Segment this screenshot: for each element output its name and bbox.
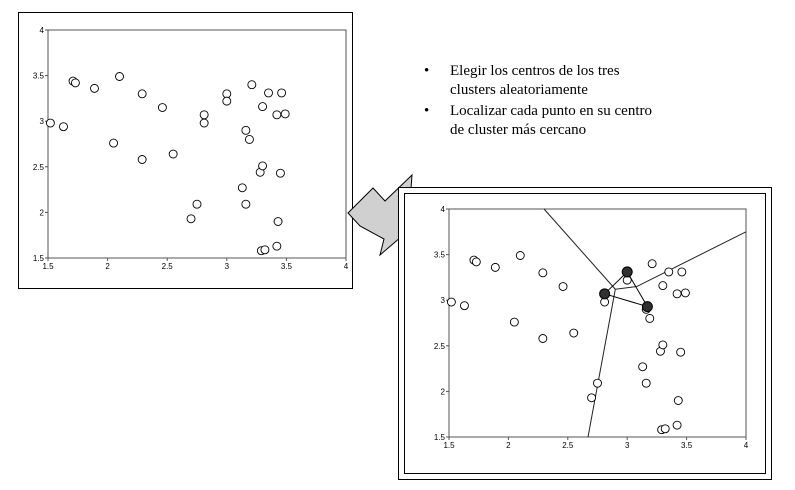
scatter-chart-initial: 1.5 2 2.5 3 3.5 4 1.5 2 2.5 3 3.5 4 xyxy=(33,26,349,271)
data-point xyxy=(260,245,270,255)
y-tick-label: 3.5 xyxy=(434,251,446,260)
data-point xyxy=(569,328,579,338)
x-tick-label: 2.5 xyxy=(562,441,574,450)
bullet-item-1: • Elegir los centros de los tres cluster… xyxy=(424,62,754,100)
x-tick-label: 3 xyxy=(225,262,230,271)
y-tick-label: 3 xyxy=(441,296,446,305)
y-tick-label: 1.5 xyxy=(33,254,45,263)
bullet-text-2: Localizar cada punto en su centro de clu… xyxy=(450,103,652,138)
data-point xyxy=(272,241,282,251)
x-tick-label: 3 xyxy=(625,441,630,450)
data-point xyxy=(672,420,682,430)
cluster-boundary-line xyxy=(615,286,637,290)
data-point xyxy=(157,103,167,112)
data-point xyxy=(264,88,273,98)
data-point xyxy=(459,301,469,311)
y-tick-label: 2.5 xyxy=(33,163,45,172)
cluster-boundary-line xyxy=(587,289,616,438)
y-tick-label: 3 xyxy=(40,117,45,126)
data-point xyxy=(137,89,147,99)
data-point xyxy=(222,96,232,106)
data-point xyxy=(672,289,682,299)
data-point xyxy=(45,118,55,128)
data-point xyxy=(538,268,548,278)
y-tick-label: 2 xyxy=(441,387,446,396)
cluster-center xyxy=(641,301,653,313)
data-point xyxy=(168,149,178,159)
data-point xyxy=(490,262,500,272)
data-point xyxy=(186,214,196,224)
data-point xyxy=(647,259,657,269)
plot-area xyxy=(47,29,347,259)
chart-clustered-frame: 1.5 2 2.5 3 3.5 4 1.5 2 2.5 3 3.5 4 xyxy=(404,193,766,474)
bullet-symbol: • xyxy=(424,103,430,119)
data-point xyxy=(558,282,568,291)
cluster-boundary-line xyxy=(636,231,747,287)
data-point xyxy=(280,109,290,119)
data-point xyxy=(471,257,481,267)
data-point xyxy=(641,378,651,388)
x-tick-label: 2.5 xyxy=(162,262,174,271)
center-triangle xyxy=(603,271,649,308)
y-tick-label: 2.5 xyxy=(434,342,446,351)
x-tick-label: 2 xyxy=(506,441,511,450)
data-point xyxy=(593,378,602,388)
data-point xyxy=(277,88,287,98)
bullet-symbol: • xyxy=(424,63,430,79)
data-point xyxy=(676,347,686,357)
data-point xyxy=(509,317,519,327)
y-tick-label: 4 xyxy=(40,26,45,35)
data-point xyxy=(275,168,285,178)
data-point xyxy=(109,138,119,148)
data-point xyxy=(538,334,548,343)
y-tick-label: 2 xyxy=(40,208,45,217)
data-point xyxy=(244,134,254,144)
data-point xyxy=(247,80,257,90)
bullet-text-1: Elegir los centros de los tres clusters … xyxy=(450,63,620,98)
data-point xyxy=(241,125,251,135)
data-point xyxy=(70,78,80,88)
x-tick-label: 3.5 xyxy=(281,262,293,271)
data-point xyxy=(90,83,99,93)
y-tick-label: 4 xyxy=(441,205,446,214)
data-point xyxy=(645,313,655,323)
data-point xyxy=(587,393,597,403)
cluster-center xyxy=(621,266,633,278)
data-point xyxy=(115,72,124,81)
x-tick-label: 3.5 xyxy=(681,441,693,450)
data-point xyxy=(673,396,683,405)
data-point xyxy=(237,183,247,193)
data-point xyxy=(273,217,283,226)
data-point xyxy=(658,340,668,350)
cluster-boundary-line xyxy=(543,208,616,290)
data-point xyxy=(658,281,668,291)
data-point xyxy=(660,424,670,434)
data-point xyxy=(241,199,251,209)
data-point xyxy=(258,102,268,112)
y-tick-label: 3.5 xyxy=(33,72,45,81)
data-point xyxy=(199,118,209,128)
data-point xyxy=(192,199,202,209)
data-point xyxy=(446,297,456,307)
y-tick-label: 1.5 xyxy=(434,433,446,442)
data-point xyxy=(515,251,525,260)
data-point xyxy=(59,122,68,132)
data-point xyxy=(677,267,687,277)
bullet-item-2: • Localizar cada punto en su centro de c… xyxy=(424,102,754,140)
x-tick-label: 4 xyxy=(744,441,749,450)
x-tick-label: 2 xyxy=(105,262,110,271)
x-tick-label: 1.5 xyxy=(42,262,54,271)
chart-initial-frame: 1.5 2 2.5 3 3.5 4 1.5 2 2.5 3 3.5 4 xyxy=(18,12,353,289)
data-point xyxy=(137,155,147,164)
plot-area xyxy=(448,208,747,438)
x-tick-label: 1.5 xyxy=(443,441,455,450)
bullet-list: • Elegir los centros de los tres cluster… xyxy=(424,62,754,142)
data-point xyxy=(664,267,674,277)
data-point xyxy=(258,161,268,171)
data-point xyxy=(680,288,690,298)
data-point xyxy=(638,362,648,372)
x-tick-label: 4 xyxy=(344,262,349,271)
scatter-chart-clustered: 1.5 2 2.5 3 3.5 4 1.5 2 2.5 3 3.5 4 xyxy=(434,205,749,450)
cluster-center xyxy=(599,288,611,300)
